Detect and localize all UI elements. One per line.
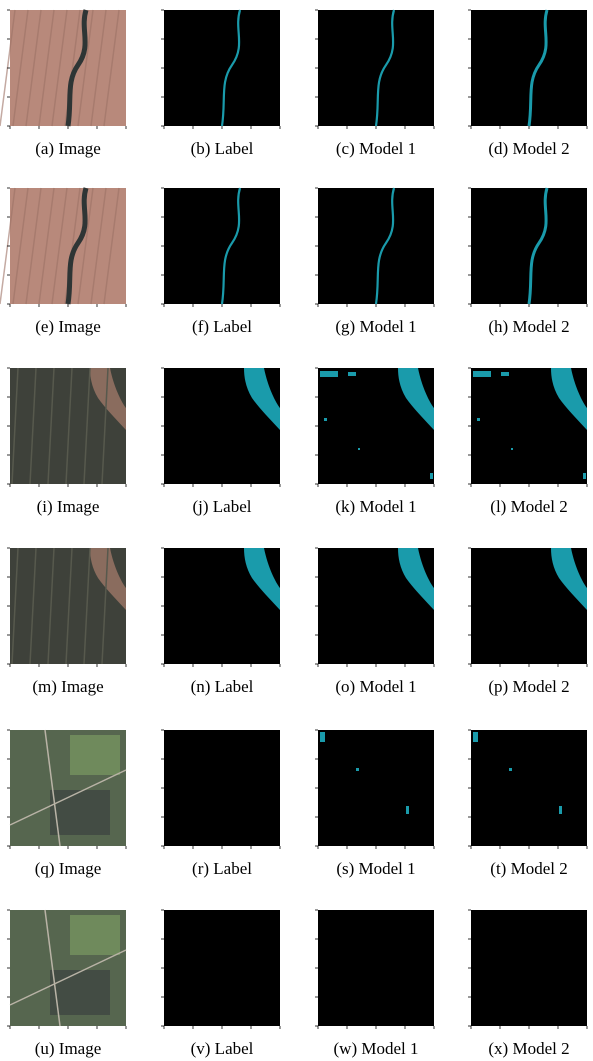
mask (164, 910, 280, 1026)
panel (161, 188, 280, 307)
water-speck (358, 448, 360, 450)
mask (318, 188, 434, 304)
caption: (x) Model 2 (488, 1039, 569, 1058)
water-speck (430, 473, 433, 479)
water-speck (511, 448, 513, 450)
caption: (l) Model 2 (490, 497, 567, 516)
caption: (d) Model 2 (488, 139, 569, 158)
panel (0, 188, 126, 307)
panel (161, 368, 280, 487)
caption: (b) Label (191, 139, 254, 158)
field (70, 915, 120, 955)
panel (7, 368, 126, 487)
caption: (a) Image (35, 139, 101, 158)
panel (468, 548, 587, 667)
water-speck (320, 732, 325, 742)
caption: (q) Image (35, 859, 102, 878)
water-speck (356, 768, 359, 771)
caption: (e) Image (35, 317, 101, 336)
water-speck (509, 768, 512, 771)
field (50, 790, 110, 835)
panel (315, 730, 434, 849)
water-speck (477, 418, 480, 421)
panel (0, 10, 126, 129)
water-speck (406, 806, 409, 814)
panel (468, 730, 587, 849)
mask (164, 188, 280, 304)
water-speck (583, 473, 586, 479)
panel (161, 10, 280, 129)
water-speck (473, 732, 478, 742)
panel (315, 548, 434, 667)
mask (471, 910, 587, 1026)
panel (315, 188, 434, 307)
caption: (u) Image (35, 1039, 102, 1058)
caption: (w) Model 1 (334, 1039, 419, 1058)
panel (468, 10, 587, 129)
caption: (p) Model 2 (488, 677, 569, 696)
panel (315, 10, 434, 129)
panel (7, 910, 126, 1029)
panel (315, 910, 434, 1029)
caption: (n) Label (191, 677, 254, 696)
panel (161, 910, 280, 1029)
caption: (v) Label (191, 1039, 254, 1058)
panel (468, 188, 587, 307)
water-speck (559, 806, 562, 814)
water-speck (320, 371, 338, 377)
caption: (h) Model 2 (488, 317, 569, 336)
panel (161, 548, 280, 667)
field (70, 735, 120, 775)
water-speck (473, 371, 491, 377)
field (50, 970, 110, 1015)
panel (468, 910, 587, 1029)
mask (318, 910, 434, 1026)
water-speck (501, 372, 509, 376)
panel (7, 730, 126, 849)
caption: (o) Model 1 (335, 677, 416, 696)
caption: (i) Image (37, 497, 100, 516)
caption: (m) Image (32, 677, 103, 696)
caption: (g) Model 1 (335, 317, 416, 336)
caption: (r) Label (192, 859, 252, 878)
panel (315, 368, 434, 487)
caption: (k) Model 1 (335, 497, 416, 516)
panel (7, 548, 126, 667)
water-speck (324, 418, 327, 421)
panel (161, 730, 280, 849)
mask (471, 730, 587, 846)
mask (318, 730, 434, 846)
caption: (t) Model 2 (490, 859, 567, 878)
caption: (f) Label (192, 317, 252, 336)
panel (468, 368, 587, 487)
caption: (j) Label (193, 497, 252, 516)
mask (318, 10, 434, 126)
figure: (a) Image (b) Label (c) Model 1 (d) Model 2… (0, 0, 593, 1061)
caption: (s) Model 1 (336, 859, 415, 878)
water-speck (348, 372, 356, 376)
mask (164, 730, 280, 846)
mask (164, 10, 280, 126)
caption: (c) Model 1 (336, 139, 416, 158)
